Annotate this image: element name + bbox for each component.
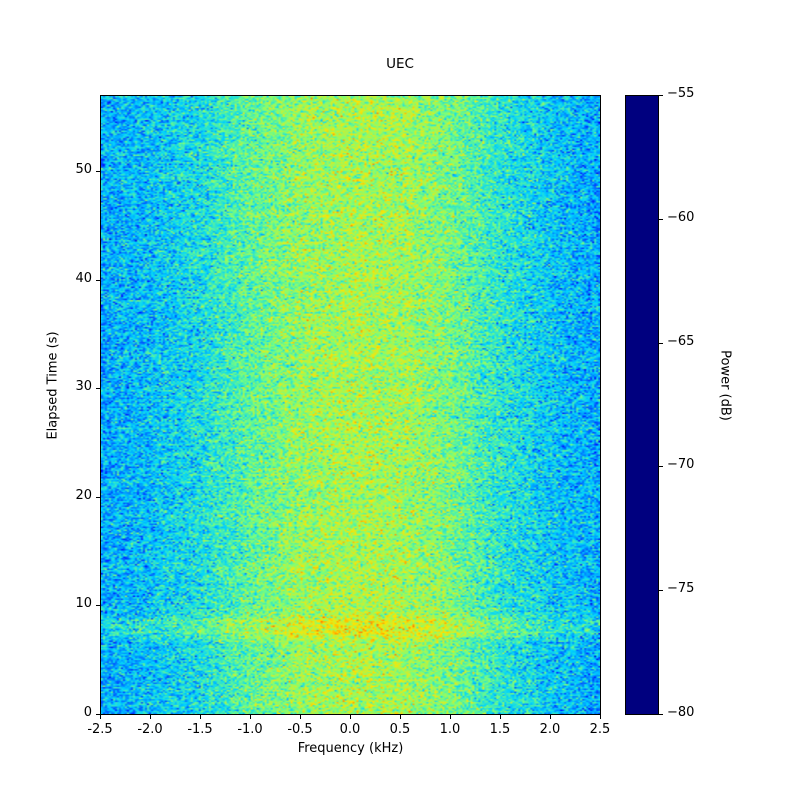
colorbar-tick-mark <box>659 714 663 715</box>
x-tick-mark <box>150 715 151 719</box>
x-tick-label: -2.0 <box>137 722 163 737</box>
x-axis-label: Frequency (kHz) <box>297 741 404 756</box>
y-tick-mark <box>96 714 100 715</box>
y-axis-label: Elapsed Time (s) <box>45 331 61 440</box>
y-tick-label: 20 <box>75 487 92 503</box>
colorbar-tick-label: −75 <box>667 581 695 597</box>
y-tick-label: 10 <box>75 596 92 612</box>
colorbar-label: Power (dB) <box>717 350 733 421</box>
colorbar-tick-mark <box>659 466 663 468</box>
colorbar-tick-label: −70 <box>667 457 695 473</box>
x-tick-mark <box>450 715 451 719</box>
y-tick-mark <box>96 496 100 498</box>
colorbar-tick-mark <box>659 218 663 220</box>
y-tick-label: 40 <box>75 270 92 286</box>
x-tick-label: 1.0 <box>439 722 461 737</box>
x-tick-mark <box>500 715 501 719</box>
colorbar-tick-label: −60 <box>667 209 695 225</box>
colorbar-tick-label: −55 <box>667 86 695 101</box>
title-line-station: UEC <box>386 55 414 72</box>
x-tick-mark <box>350 715 351 719</box>
y-tick-label: 30 <box>75 379 92 395</box>
x-tick-mark <box>100 715 101 719</box>
x-tick-label: -2.5 <box>87 722 113 737</box>
colorbar-tick-label: −65 <box>667 333 695 349</box>
y-tick-mark <box>96 605 100 607</box>
y-tick-mark <box>96 279 100 281</box>
x-tick-mark <box>300 715 301 719</box>
colorbar-tick-mark <box>659 342 663 344</box>
colorbar-tick-mark <box>659 590 663 592</box>
y-tick-label: 0 <box>83 705 92 720</box>
x-tick-label: 0.5 <box>389 722 411 737</box>
x-tick-label: -1.0 <box>237 722 263 737</box>
x-tick-mark <box>200 715 201 719</box>
x-tick-label: 2.0 <box>539 722 561 737</box>
x-tick-label: 0.0 <box>339 722 361 737</box>
colorbar-tick-mark <box>659 95 663 96</box>
x-tick-mark <box>400 715 401 719</box>
spectrogram-image <box>101 96 600 714</box>
x-tick-mark <box>250 715 251 719</box>
x-tick-label: -1.5 <box>187 722 213 737</box>
x-tick-label: 1.5 <box>489 722 511 737</box>
x-tick-mark <box>600 715 601 719</box>
x-tick-mark <box>550 715 551 719</box>
colorbar-gradient <box>626 96 658 714</box>
y-tick-mark <box>96 171 100 173</box>
spectrogram-axes <box>100 95 601 715</box>
x-tick-label: -0.5 <box>287 722 313 737</box>
y-tick-label: 50 <box>75 162 92 178</box>
y-tick-mark <box>96 388 100 390</box>
colorbar-tick-label: −80 <box>667 705 695 720</box>
colorbar <box>625 95 659 715</box>
x-tick-label: 2.5 <box>589 722 611 737</box>
